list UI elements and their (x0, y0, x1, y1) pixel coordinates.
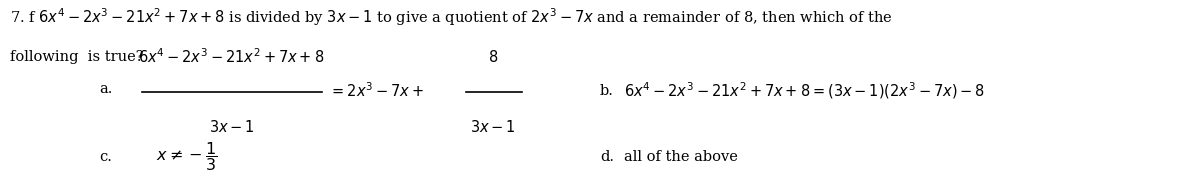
Text: following  is true?: following is true? (10, 50, 143, 64)
Text: a.: a. (100, 82, 113, 96)
Text: $3x - 1$: $3x - 1$ (209, 119, 254, 135)
Text: all of the above: all of the above (624, 150, 738, 164)
Text: b.: b. (600, 84, 614, 98)
Text: $x \neq -\dfrac{1}{3}$: $x \neq -\dfrac{1}{3}$ (156, 140, 217, 173)
Text: $8$: $8$ (488, 49, 498, 65)
Text: $= 2x^3 - 7x +$: $= 2x^3 - 7x +$ (329, 81, 424, 100)
Text: $3x - 1$: $3x - 1$ (470, 119, 516, 135)
Text: d.: d. (600, 150, 614, 164)
Text: $6x^4 - 2x^3 - 21x^2 + 7x + 8 = (3x - 1)(2x^3 - 7x) - 8$: $6x^4 - 2x^3 - 21x^2 + 7x + 8 = (3x - 1)… (624, 80, 985, 101)
Text: $6x^4 - 2x^3 - 21x^2 + 7x + 8$: $6x^4 - 2x^3 - 21x^2 + 7x + 8$ (138, 48, 325, 66)
Text: c.: c. (100, 150, 113, 164)
Text: 7. f $6x^4 - 2x^3 - 21x^2 + 7x + 8$ is divided by $3x - 1$ to give a quotient of: 7. f $6x^4 - 2x^3 - 21x^2 + 7x + 8$ is d… (10, 6, 893, 28)
